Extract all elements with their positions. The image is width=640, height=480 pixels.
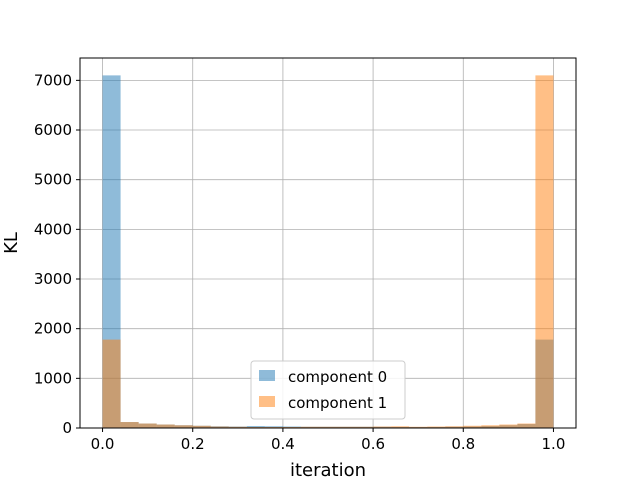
legend-label-component-0: component 0 xyxy=(288,368,387,386)
bar-series-1 xyxy=(499,424,518,428)
bar-series-1 xyxy=(391,426,410,428)
bars xyxy=(102,75,554,428)
y-tick-label: 6000 xyxy=(34,121,72,139)
x-tick-label: 1.0 xyxy=(542,435,566,453)
y-tick-label: 1000 xyxy=(34,369,72,387)
y-tick-label: 4000 xyxy=(34,220,72,238)
legend-label-component-1: component 1 xyxy=(288,394,387,412)
bar-series-1 xyxy=(409,426,428,428)
bar-series-1 xyxy=(300,426,319,428)
bar-series-1 xyxy=(156,424,175,428)
x-tick-label: 0.6 xyxy=(361,435,385,453)
bar-series-1 xyxy=(174,425,193,428)
y-tick-label: 3000 xyxy=(34,270,72,288)
y-tick-label: 2000 xyxy=(34,320,72,338)
bar-series-1 xyxy=(535,75,554,428)
bar-series-1 xyxy=(337,426,356,428)
x-tick-label: 0.0 xyxy=(91,435,115,453)
bar-series-1 xyxy=(192,425,211,428)
bar-series-1 xyxy=(463,425,482,428)
y-tick-label: 5000 xyxy=(34,171,72,189)
bar-series-1 xyxy=(120,422,139,428)
plot-frame xyxy=(79,57,577,429)
bar-series-1 xyxy=(445,426,464,428)
bar-series-1 xyxy=(481,425,500,428)
bar-series-1 xyxy=(138,423,157,428)
y-axis-title: KL xyxy=(1,232,22,254)
legend-box xyxy=(250,360,406,420)
bar-series-1 xyxy=(373,426,392,428)
bar-series-1 xyxy=(102,339,121,428)
bar-series-1 xyxy=(517,423,536,428)
legend: component 0 component 1 xyxy=(250,360,406,420)
bar-series-1 xyxy=(355,426,374,428)
series-1-bars xyxy=(102,75,554,428)
bar-series-1 xyxy=(228,426,247,428)
bar-series-1 xyxy=(427,426,446,428)
bar-series-1 xyxy=(210,426,229,428)
y-tick-label: 0 xyxy=(62,419,72,437)
legend-swatch-component-0 xyxy=(259,370,275,381)
bar-series-1 xyxy=(318,426,338,428)
y-tick-label: 7000 xyxy=(34,71,72,89)
x-axis-ticks: 0.0 0.2 0.4 0.6 0.8 1.0 xyxy=(91,428,566,453)
x-tick-label: 0.8 xyxy=(451,435,475,453)
x-tick-label: 0.2 xyxy=(181,435,205,453)
legend-swatch-component-1 xyxy=(259,396,275,407)
x-axis-title: iteration xyxy=(290,460,366,480)
x-tick-label: 0.4 xyxy=(271,435,295,453)
y-axis-ticks: 0 1000 2000 3000 4000 5000 6000 7000 xyxy=(34,71,80,437)
